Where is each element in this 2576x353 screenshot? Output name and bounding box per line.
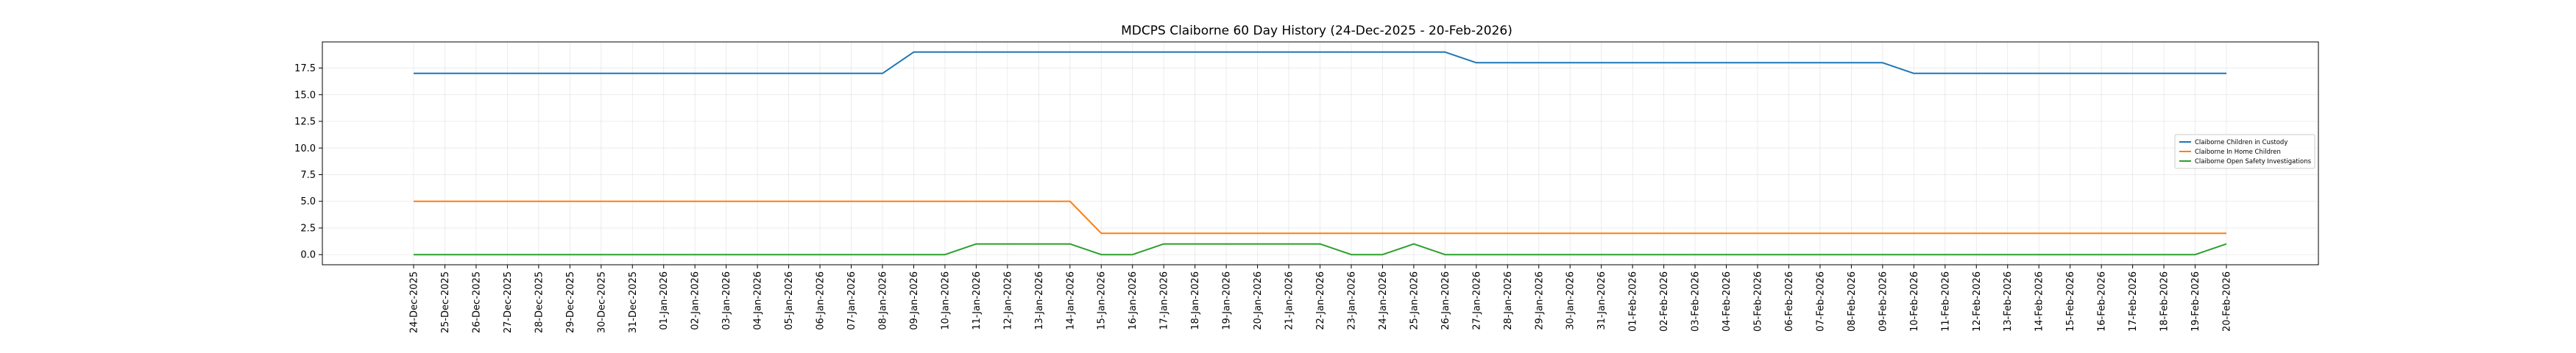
x-tick-label: 22-Jan-2026: [1315, 271, 1326, 330]
x-tick-label: 28-Dec-2025: [534, 271, 545, 333]
series-line: [414, 51, 2226, 74]
chart-title: MDCPS Claiborne 60 Day History (24-Dec-2…: [1121, 24, 1512, 38]
x-tick-label: 05-Jan-2026: [784, 271, 795, 330]
x-tick-label: 27-Dec-2025: [503, 271, 514, 333]
x-tick-label: 31-Jan-2026: [1596, 271, 1607, 330]
x-tick-label: 03-Jan-2026: [721, 271, 732, 330]
x-tick-label: 27-Jan-2026: [1471, 271, 1482, 330]
x-tick-label: 30-Dec-2025: [596, 271, 607, 333]
legend-label: Claiborne In Home Children: [2195, 149, 2281, 156]
x-tick-label: 16-Jan-2026: [1128, 271, 1139, 330]
y-tick-label: 0.0: [300, 250, 316, 261]
y-tick-label: 12.5: [294, 117, 316, 128]
x-tick-label: 09-Jan-2026: [909, 271, 920, 330]
x-tick-label: 18-Feb-2026: [2159, 271, 2170, 332]
x-tick-label: 19-Jan-2026: [1222, 271, 1233, 330]
x-tick-label: 08-Feb-2026: [1847, 271, 1858, 332]
x-tick-label: 30-Jan-2026: [1565, 271, 1577, 330]
y-tick-label: 10.0: [294, 143, 316, 154]
series-line: [414, 200, 2226, 235]
x-tick-label: 12-Jan-2026: [1002, 271, 1013, 330]
x-tick-label: 29-Dec-2025: [565, 271, 576, 333]
x-tick-label: 28-Jan-2026: [1503, 271, 1514, 330]
x-tick-label: 04-Feb-2026: [1722, 271, 1733, 332]
x-tick-label: 29-Jan-2026: [1534, 271, 1545, 330]
x-tick-label: 13-Jan-2026: [1034, 271, 1045, 330]
x-tick-label: 14-Feb-2026: [2034, 271, 2045, 332]
x-tick-label: 25-Dec-2025: [440, 271, 451, 333]
x-tick-label: 06-Jan-2026: [815, 271, 827, 330]
x-tick-label: 01-Jan-2026: [659, 271, 670, 330]
legend-label: Claiborne Children in Custody: [2195, 139, 2287, 146]
x-tick-label: 19-Feb-2026: [2190, 271, 2201, 332]
series-line: [414, 243, 2227, 256]
x-tick-label: 11-Feb-2026: [1940, 271, 1951, 332]
x-tick-label: 10-Jan-2026: [940, 271, 951, 330]
x-tick-label: 26-Dec-2025: [471, 271, 482, 333]
x-tick-label: 15-Jan-2026: [1097, 271, 1108, 330]
x-tick-label: 31-Dec-2025: [628, 271, 639, 333]
x-tick-label: 01-Feb-2026: [1628, 271, 1639, 332]
x-tick-label: 16-Feb-2026: [2097, 271, 2108, 332]
x-tick-label: 23-Jan-2026: [1346, 271, 1357, 330]
x-tick-label: 21-Jan-2026: [1284, 271, 1295, 330]
x-tick-label: 07-Feb-2026: [1815, 271, 1826, 332]
legend: Claiborne Children in Custody Claiborne I…: [2174, 134, 2315, 169]
x-tick-label: 14-Jan-2026: [1065, 271, 1076, 330]
y-tick-label: 5.0: [300, 196, 316, 207]
x-axis: 24-Dec-2025 25-Dec-2025 26-Dec-2025 27-Dec-…: [409, 265, 2233, 333]
x-tick-label: 17-Jan-2026: [1159, 271, 1170, 330]
x-tick-label: 24-Jan-2026: [1378, 271, 1389, 330]
x-tick-label: 24-Dec-2025: [409, 271, 420, 333]
y-tick-label: 15.0: [294, 90, 316, 101]
x-tick-label: 05-Feb-2026: [1753, 271, 1764, 332]
x-tick-label: 10-Feb-2026: [1909, 271, 1920, 332]
x-tick-label: 17-Feb-2026: [2128, 271, 2139, 332]
x-tick-label: 02-Feb-2026: [1659, 271, 1670, 332]
y-tick-label: 2.5: [300, 223, 316, 234]
x-tick-label: 15-Feb-2026: [2065, 271, 2076, 332]
x-tick-label: 06-Feb-2026: [1784, 271, 1795, 332]
x-tick-label: 07-Jan-2026: [846, 271, 857, 330]
y-tick-label: 7.5: [300, 170, 316, 181]
x-tick-label: 13-Feb-2026: [2003, 271, 2014, 332]
x-tick-label: 04-Jan-2026: [753, 271, 764, 330]
x-tick-label: 25-Jan-2026: [1409, 271, 1420, 330]
legend-box: [2174, 134, 2315, 169]
x-tick-label: 11-Jan-2026: [972, 271, 983, 330]
y-tick-label: 17.5: [294, 63, 316, 74]
y-axis: 0.0 2.5 5.0 7.5 10.0 12.5 15.0 17.5: [294, 63, 322, 261]
x-tick-label: 08-Jan-2026: [877, 271, 888, 330]
x-tick-label: 18-Jan-2026: [1190, 271, 1201, 330]
x-tick-label: 03-Feb-2026: [1691, 271, 1702, 332]
x-tick-label: 09-Feb-2026: [1878, 271, 1889, 332]
x-tick-label: 20-Jan-2026: [1253, 271, 1264, 330]
legend-label: Claiborne Open Safety Investigations: [2195, 158, 2312, 165]
x-tick-label: 02-Jan-2026: [690, 271, 701, 330]
x-tick-label: 12-Feb-2026: [1972, 271, 1983, 332]
series-lines: [414, 51, 2227, 256]
x-tick-label: 20-Feb-2026: [2222, 271, 2233, 332]
x-tick-label: 26-Jan-2026: [1440, 271, 1451, 330]
